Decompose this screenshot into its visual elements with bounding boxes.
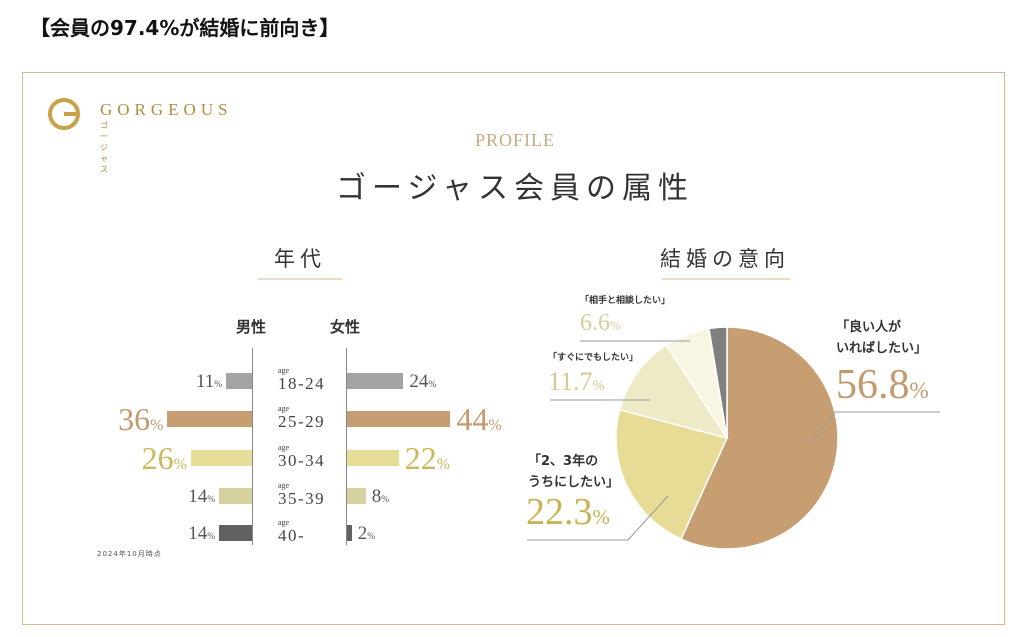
male-value-40--unit: % — [207, 531, 216, 542]
age-range: 35-39 — [278, 489, 326, 508]
age-range: 18-24 — [278, 374, 326, 393]
marriage-section-title: 結婚の意向 — [660, 247, 790, 271]
pie-value-number: 11.7 — [548, 367, 593, 396]
male-value-25-29-number: 36 — [118, 401, 151, 437]
male-value-35-39-number: 14 — [188, 485, 208, 507]
pie-slice-1 — [615, 408, 729, 541]
female-value-40-: 2% — [358, 524, 375, 543]
male-value-18-24-number: 11 — [195, 370, 215, 392]
age-label-30-34: age 30-34 — [278, 444, 325, 471]
pie-value-number: 22.3 — [526, 491, 593, 533]
female-value-40--number: 2 — [357, 522, 368, 544]
pie-label-2: 「すぐにでもしたい」 — [548, 353, 639, 363]
male-value-25-29: 36% — [118, 403, 163, 435]
female-bar-30-34 — [347, 450, 399, 466]
logo-name: GORGEOUS — [100, 100, 233, 119]
female-value-30-34-unit: % — [436, 456, 451, 473]
male-value-30-34: 26% — [142, 442, 187, 474]
male-value-30-34-unit: % — [173, 456, 187, 473]
age-label-35-39: age 35-39 — [278, 482, 325, 509]
age-label-40-: age 40- — [278, 519, 305, 546]
female-value-18-24-number: 24 — [409, 370, 429, 392]
age-prefix: age — [278, 366, 290, 375]
pie-label-1: 「2、3年の うちにしたい」 — [528, 454, 620, 490]
male-value-18-24-unit: % — [214, 379, 223, 390]
pie-label-0: 「良い人が いればしたい」 — [836, 320, 928, 356]
gorgeous-logo: GORGEOUS ゴージャス — [48, 98, 228, 174]
male-value-35-39: 14% — [188, 487, 215, 506]
age-range: 40- — [278, 526, 306, 545]
leader-line-1 — [527, 495, 669, 541]
pie-value-2: 11.7% — [548, 369, 604, 395]
female-value-25-29-unit: % — [488, 417, 502, 434]
male-bar-25-29 — [167, 411, 252, 427]
male-value-18-24: 11% — [196, 372, 222, 391]
pie-value-3: 6.6% — [580, 311, 621, 335]
pie-value-unit: % — [909, 377, 929, 403]
female-value-25-29: 44% — [456, 403, 501, 435]
as-of-note: 2024年10月時点 — [97, 550, 162, 558]
pie-value-unit: % — [610, 318, 621, 333]
pie-label-3: 「相手と相談したい」 — [580, 296, 671, 306]
male-header: 男性 — [236, 318, 267, 336]
female-value-30-34: 22% — [405, 442, 450, 474]
pie-value-unit: % — [592, 505, 610, 529]
pie-slice-2 — [618, 343, 729, 440]
male-value-30-34-number: 26 — [141, 440, 174, 476]
female-axis — [346, 348, 347, 545]
main-title: ゴージャス会員の属性 — [336, 171, 694, 206]
age-prefix: age — [278, 518, 290, 527]
age-title-underline — [258, 278, 342, 280]
profile-label: PROFILE — [474, 130, 555, 150]
marriage-title-underline — [662, 278, 790, 280]
pie-value-number: 6.6 — [580, 310, 610, 336]
leader-line-0 — [811, 411, 940, 443]
pie-value-0: 56.8% — [836, 364, 929, 406]
female-value-18-24: 24% — [409, 372, 436, 391]
age-range: 30-34 — [278, 451, 326, 470]
female-value-40--unit: % — [367, 531, 376, 542]
female-value-25-29-number: 44 — [456, 401, 489, 437]
pie-value-unit: % — [592, 378, 605, 394]
male-value-35-39-unit: % — [207, 494, 216, 505]
female-bar-25-29 — [347, 411, 451, 427]
female-value-18-24-unit: % — [428, 379, 437, 390]
age-range: 25-29 — [278, 412, 326, 431]
female-bar-40- — [347, 525, 352, 541]
male-axis — [252, 348, 253, 545]
male-value-40-: 14% — [188, 524, 215, 543]
female-value-35-39-number: 8 — [371, 485, 382, 507]
male-value-25-29-unit: % — [150, 417, 164, 434]
pie-slice-0 — [680, 326, 839, 550]
pie-value-1: 22.3% — [526, 493, 610, 531]
female-value-35-39-unit: % — [381, 494, 390, 505]
female-value-30-34-number: 22 — [404, 440, 437, 476]
age-prefix: age — [278, 404, 290, 413]
male-bar-18-24 — [226, 373, 252, 389]
age-prefix: age — [278, 443, 290, 452]
male-bar-40- — [219, 525, 252, 541]
female-bar-35-39 — [347, 488, 366, 504]
logo-g-icon — [48, 98, 80, 130]
logo-sub: ゴージャス — [100, 121, 114, 174]
age-label-18-24: age 18-24 — [278, 367, 325, 394]
female-value-35-39: 8% — [372, 487, 389, 506]
headline: 【会員の97.4%が結婚に前向き】 — [30, 16, 340, 40]
age-label-25-29: age 25-29 — [278, 405, 325, 432]
pie-slice-4 — [708, 326, 728, 439]
male-bar-35-39 — [219, 488, 252, 504]
age-prefix: age — [278, 481, 290, 490]
female-header: 女性 — [330, 318, 361, 336]
infographic-frame — [22, 72, 1005, 625]
age-section-title: 年代 — [274, 247, 326, 271]
pie-value-number: 56.8 — [836, 362, 910, 408]
male-value-40--number: 14 — [188, 522, 208, 544]
male-bar-30-34 — [190, 450, 252, 466]
female-bar-18-24 — [347, 373, 404, 389]
